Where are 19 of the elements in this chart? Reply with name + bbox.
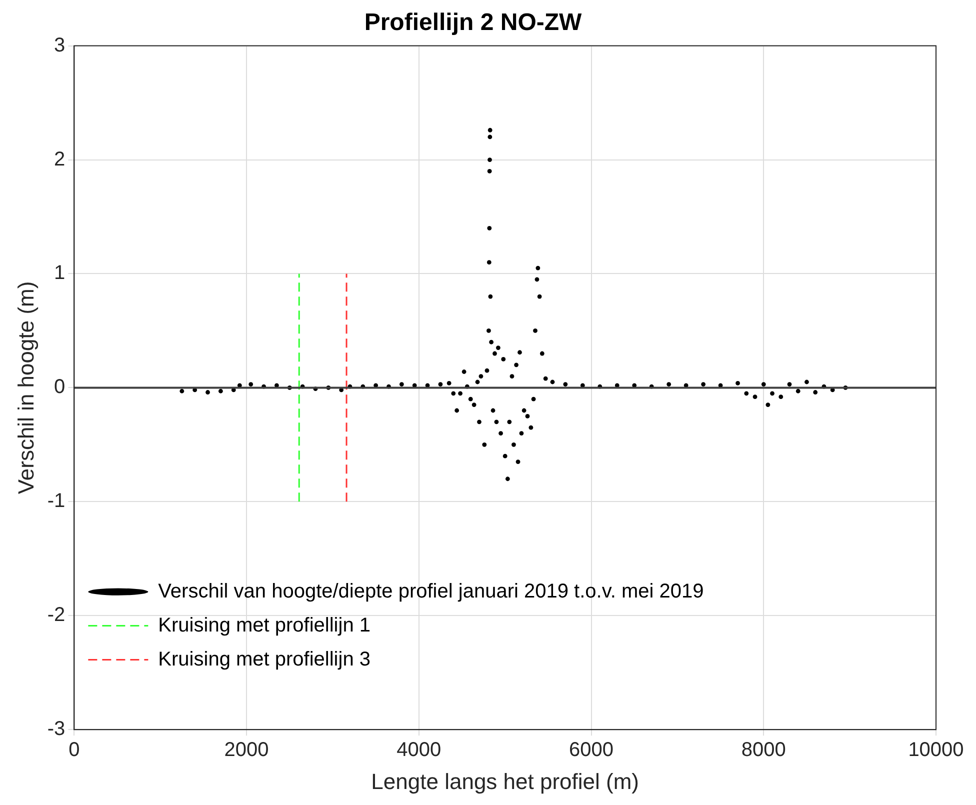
chart-title: Profiellijn 2 NO-ZW [364, 9, 582, 36]
x-tick-label: 4000 [396, 739, 442, 762]
y-tick-label: -1 [47, 490, 66, 512]
y-axis-title: Verschil in hoogte (m) [13, 281, 38, 494]
x-tick-label: 10000 [908, 739, 964, 762]
y-tick-label: -2 [47, 604, 66, 626]
legend-label: Kruising met profiellijn 3 [158, 648, 371, 670]
legend-label: Kruising met profiellijn 1 [158, 614, 371, 636]
y-tick-label: 0 [54, 376, 66, 398]
x-tick-label: 6000 [569, 739, 614, 762]
x-tick-label: 8000 [741, 739, 786, 762]
y-tick-label: 3 [54, 34, 66, 56]
x-tick-label: 0 [68, 739, 80, 762]
y-tick-label: 2 [54, 148, 66, 170]
x-tick-label: 2000 [224, 739, 269, 762]
y-tick-label: 1 [54, 262, 66, 284]
legend-label: Verschil van hoogte/diepte profiel januari 2019 t.o.v. mei 2019 [158, 580, 704, 602]
y-tick-label: -3 [47, 718, 66, 740]
x-axis-title: Lengte langs het profiel (m) [371, 768, 640, 794]
